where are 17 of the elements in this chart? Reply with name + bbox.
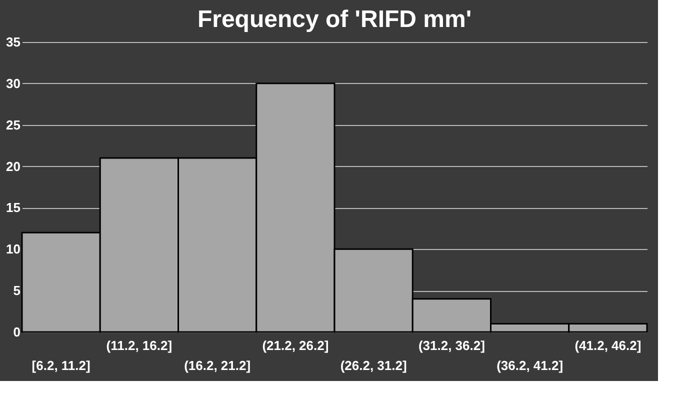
x-tick-label: (31.2, 36.2]	[418, 338, 485, 353]
y-tick-label: 35	[6, 34, 20, 50]
x-tick-label: (36.2, 41.2]	[496, 358, 564, 373]
y-tick-label: 0	[13, 324, 20, 340]
y-tick-label: 25	[6, 117, 20, 132]
y-tick-label: 20	[6, 158, 20, 174]
x-tick-label: (21.2, 26.2]	[262, 338, 329, 353]
y-tick-label: 10	[6, 242, 20, 257]
x-tick-label: (11.2, 16.2]	[106, 338, 172, 353]
chart-title: Frequency of 'RIFD mm'	[197, 6, 472, 33]
y-tick-label: 30	[6, 76, 20, 91]
x-tick-label: (26.2, 31.2]	[340, 358, 407, 373]
y-tick-label: 15	[6, 200, 20, 216]
x-tick-label: [6.2, 11.2]	[32, 358, 90, 373]
x-tick-label: (16.2, 21.2]	[184, 358, 251, 373]
x-tick-label: (41.2, 46.2]	[574, 338, 642, 353]
y-tick-label: 5	[13, 283, 20, 298]
